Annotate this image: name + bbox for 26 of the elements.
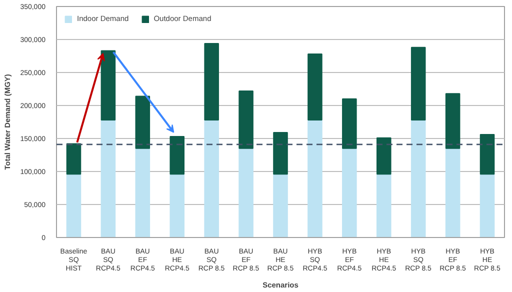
bar (100, 50, 116, 121)
bar (66, 143, 82, 175)
bar (100, 120, 116, 238)
bar (273, 174, 288, 238)
bar (410, 46, 426, 121)
bar (238, 90, 254, 149)
bar (308, 54, 322, 121)
bar (66, 174, 82, 238)
bar (376, 174, 392, 238)
bar (445, 148, 460, 238)
bar (410, 120, 426, 238)
bar (480, 134, 495, 175)
bar (204, 120, 219, 238)
bar (170, 136, 185, 175)
bar (170, 174, 185, 238)
bar (480, 174, 495, 238)
bar (204, 42, 219, 121)
bar (342, 148, 357, 238)
bar (135, 96, 150, 149)
bar (238, 148, 254, 238)
bar (135, 148, 150, 238)
bar (342, 98, 357, 149)
bar (445, 93, 460, 149)
bar (376, 137, 392, 175)
bar (308, 120, 322, 238)
bar (273, 132, 288, 175)
